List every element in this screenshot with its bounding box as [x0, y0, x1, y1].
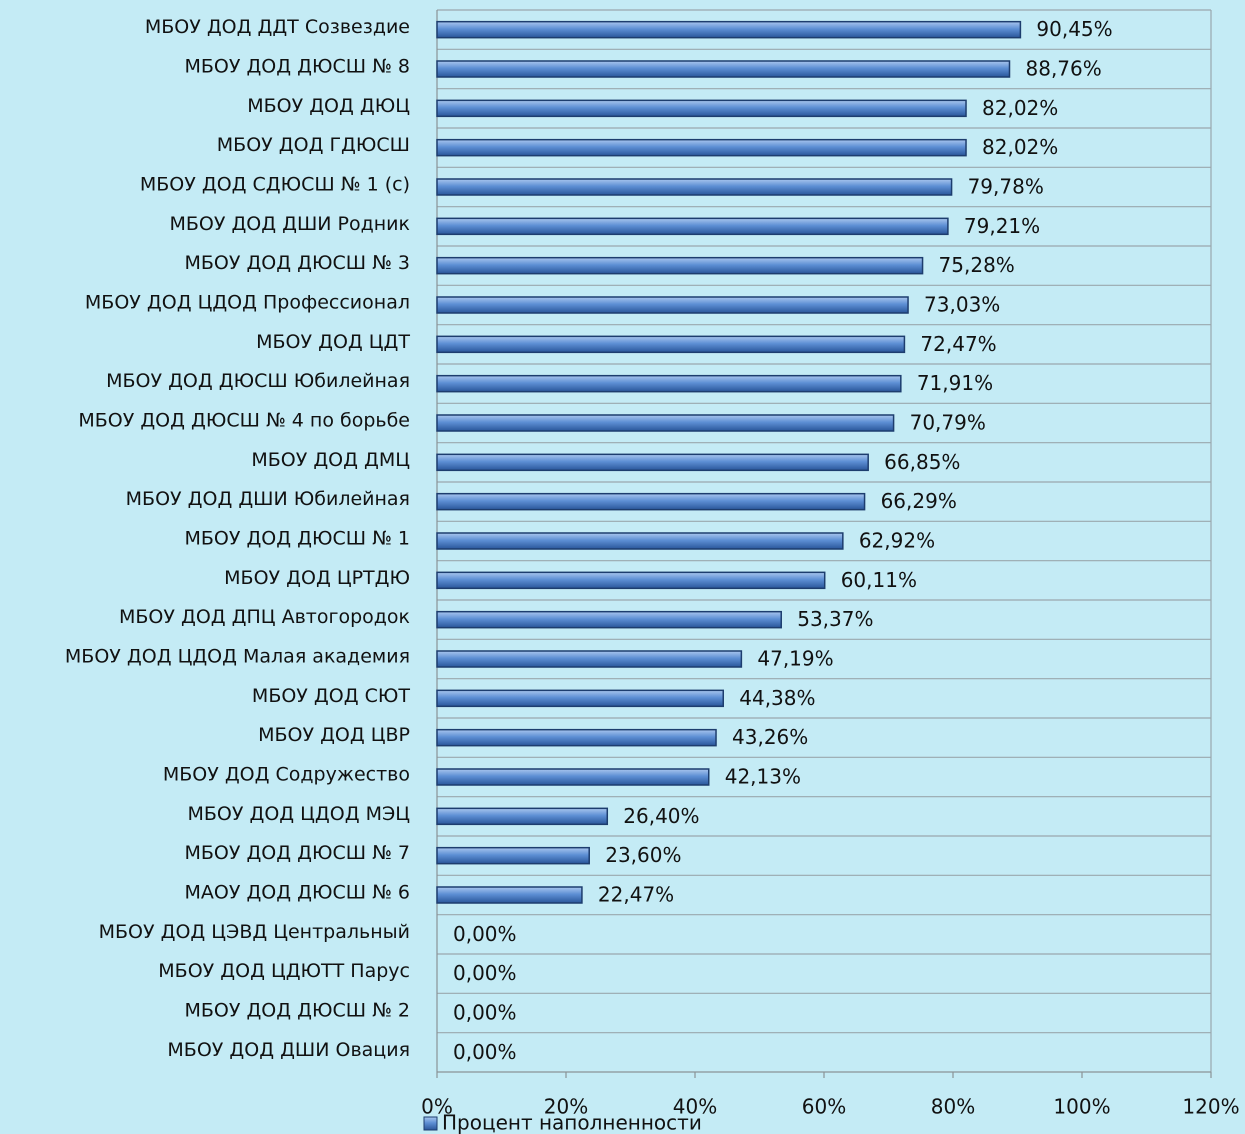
- bar: [436, 217, 949, 236]
- value-label: 0,00%: [453, 1040, 517, 1064]
- value-label: 73,03%: [924, 293, 1000, 317]
- value-label: 47,19%: [757, 647, 833, 671]
- bar: [436, 256, 924, 275]
- bar: [436, 571, 826, 590]
- category-label: МБОУ ДОД ДЮЦ: [247, 95, 410, 117]
- value-label: 88,76%: [1026, 57, 1102, 81]
- category-label: МБОУ ДОД ЦВР: [258, 724, 410, 746]
- value-label: 79,21%: [964, 214, 1040, 238]
- bar: [436, 138, 967, 157]
- category-label: МБОУ ДОД ДЮСШ № 7: [184, 842, 410, 864]
- bar: [436, 296, 909, 314]
- category-label: МБОУ ДОД ДМЦ: [251, 449, 410, 471]
- category-label: МБОУ ДОД ДЮСШ № 3: [184, 252, 410, 274]
- bar: [436, 453, 869, 472]
- value-label: 22,47%: [598, 883, 674, 907]
- category-label: МАОУ ДОД ДЮСШ № 6: [184, 882, 410, 904]
- category-label: МБОУ ДОД СДЮСШ № 1 (с): [140, 174, 410, 196]
- value-label: 53,37%: [797, 607, 873, 631]
- bar: [436, 650, 743, 668]
- bar: [436, 689, 725, 708]
- value-label: 44,38%: [739, 686, 815, 710]
- category-label: МБОУ ДОД ЦЭВД Центральный: [99, 921, 410, 943]
- x-tick-label: 120%: [1182, 1095, 1239, 1119]
- bar: [436, 60, 1011, 78]
- value-label: 75,28%: [939, 253, 1015, 277]
- category-label: МБОУ ДОД ДЮСШ Юбилейная: [106, 370, 410, 392]
- bar: [436, 610, 782, 629]
- value-label: 82,02%: [982, 135, 1058, 159]
- bar: [436, 846, 590, 865]
- category-label: МБОУ ДОД ЦДОД Малая академия: [65, 646, 410, 668]
- category-label: МБОУ ДОД ЦДТ: [256, 331, 410, 353]
- value-label: 60,11%: [841, 568, 917, 592]
- bar: [436, 492, 866, 511]
- bar: [436, 99, 967, 118]
- value-label: 42,13%: [725, 765, 801, 789]
- category-label: МБОУ ДОД ЦДЮТТ Парус: [158, 960, 410, 982]
- category-label: МБОУ ДОД ДПЦ Автогородок: [119, 606, 410, 628]
- value-label: 90,45%: [1036, 17, 1112, 41]
- category-label: МБОУ ДОД ДЮСШ № 8: [184, 56, 410, 78]
- bar: [436, 728, 717, 747]
- bar: [436, 178, 953, 196]
- category-label: МБОУ ДОД ДШИ Юбилейная: [126, 488, 410, 510]
- bar: [436, 414, 895, 432]
- value-label: 66,85%: [884, 450, 960, 474]
- category-label: МБОУ ДОД ДЮСШ № 4 по борьбе: [78, 410, 410, 432]
- value-label: 26,40%: [623, 804, 699, 828]
- x-tick-label: 80%: [931, 1095, 975, 1119]
- value-label: 62,92%: [859, 529, 935, 553]
- value-label: 72,47%: [920, 332, 996, 356]
- category-label: МБОУ ДОД ДШИ Родник: [169, 213, 410, 235]
- x-tick-label: 100%: [1053, 1095, 1110, 1119]
- x-tick-label: 60%: [802, 1095, 846, 1119]
- category-label: МБОУ ДОД ДЮСШ № 1: [184, 528, 410, 550]
- value-label: 82,02%: [982, 96, 1058, 120]
- value-label: 71,91%: [917, 371, 993, 395]
- category-label: МБОУ ДОД ЦДОД Профессионал: [85, 292, 410, 314]
- category-label: МБОУ ДОД СЮТ: [252, 685, 410, 707]
- bar: [436, 532, 844, 550]
- legend-label: Процент наполненности: [442, 1111, 702, 1134]
- bar: [436, 335, 906, 354]
- value-label: 79,78%: [968, 175, 1044, 199]
- value-label: 23,60%: [605, 843, 681, 867]
- category-label: МБОУ ДОД ДШИ Овация: [167, 1039, 410, 1061]
- value-label: 43,26%: [732, 725, 808, 749]
- category-label: МБОУ ДОД ЦРТДЮ: [224, 567, 410, 589]
- category-label: МБОУ ДОД ГДЮСШ: [217, 134, 410, 156]
- value-label: 66,29%: [881, 489, 957, 513]
- x-tick-label: 40%: [673, 1095, 717, 1119]
- legend-swatch: [423, 1116, 438, 1131]
- value-label: 0,00%: [453, 922, 517, 946]
- value-label: 0,00%: [453, 961, 517, 985]
- bar: [436, 768, 710, 786]
- x-tick-label: 20%: [544, 1095, 588, 1119]
- bar: [436, 374, 902, 393]
- category-label: МБОУ ДОД ДДТ Созвездие: [145, 16, 410, 38]
- x-tick-label: 0%: [421, 1095, 453, 1119]
- category-label: МБОУ ДОД ДЮСШ № 2: [184, 1000, 410, 1022]
- bar: [436, 886, 583, 904]
- value-label: 0,00%: [453, 1001, 517, 1025]
- value-label: 70,79%: [910, 411, 986, 435]
- category-label: МБОУ ДОД ЦДОД МЭЦ: [187, 803, 410, 825]
- category-label: МБОУ ДОД Содружество: [163, 764, 410, 786]
- bar: [436, 20, 1022, 39]
- bar: [436, 807, 609, 826]
